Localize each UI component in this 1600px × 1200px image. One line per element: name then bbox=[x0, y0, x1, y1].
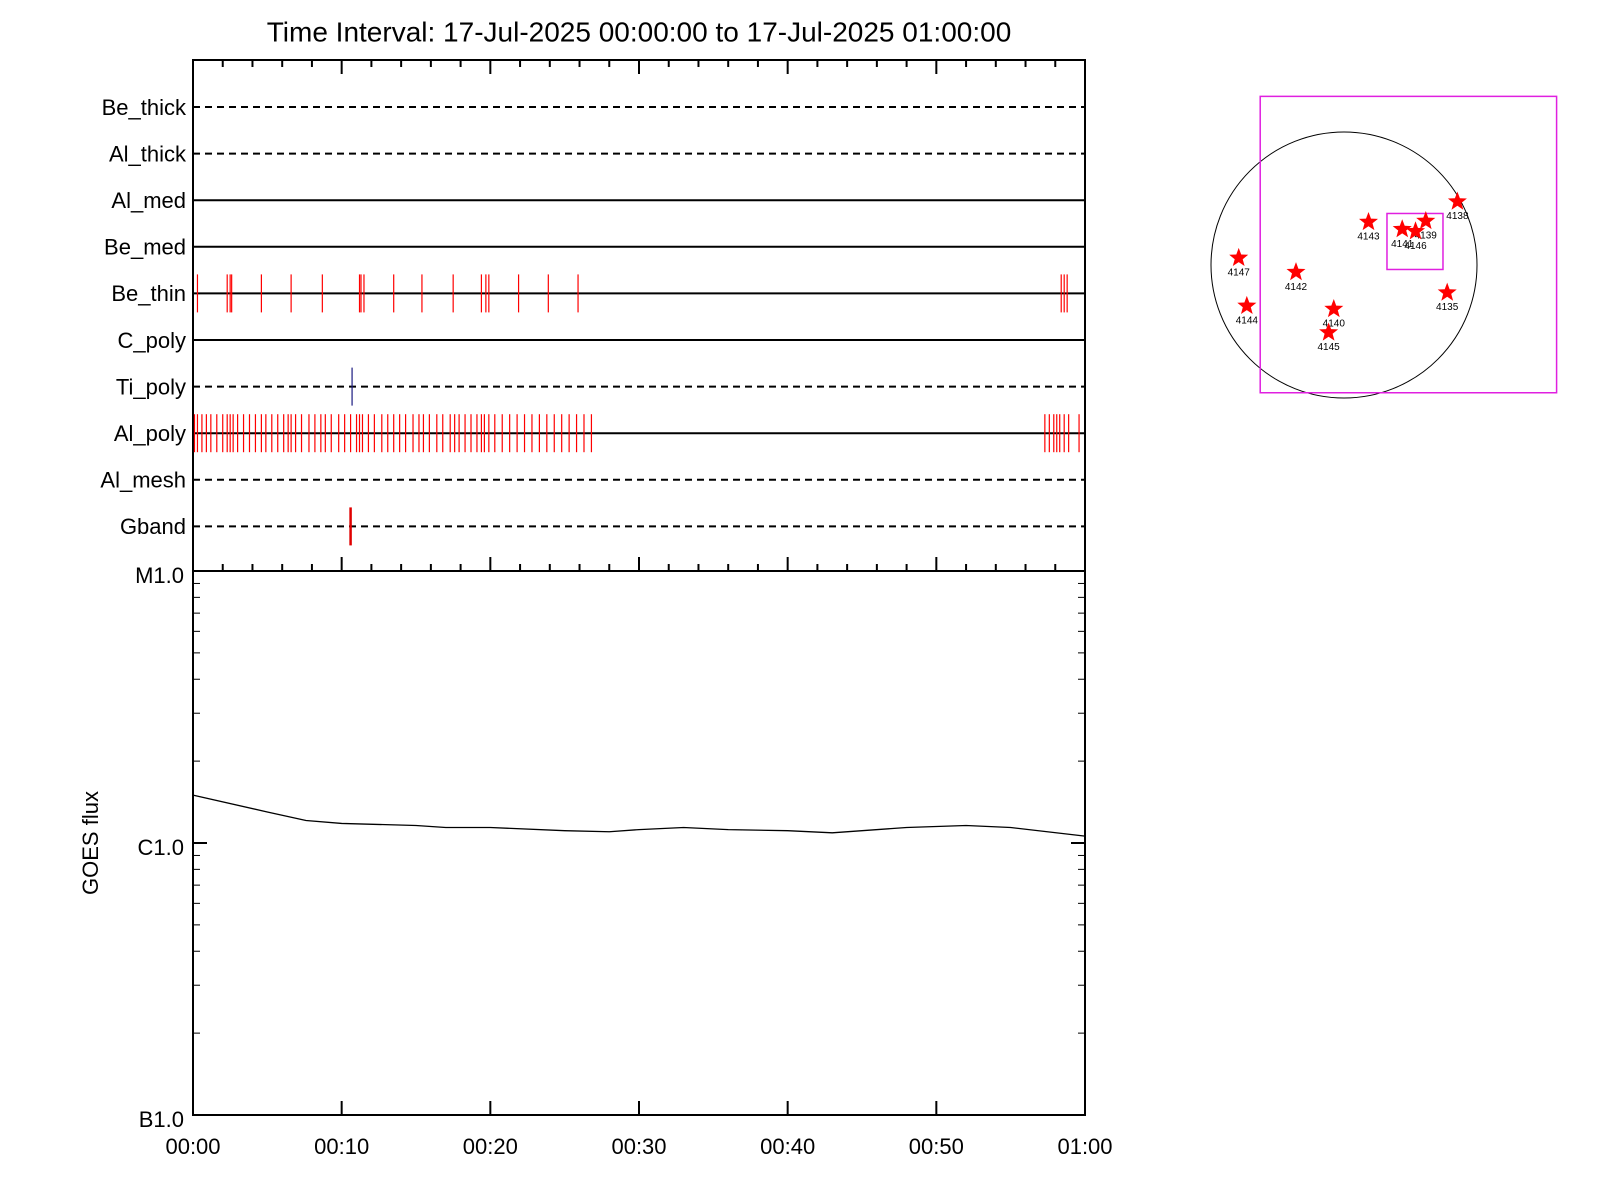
ar-label: 4139 bbox=[1415, 231, 1438, 242]
row-label: Be_med bbox=[104, 235, 186, 260]
x-tick-label: 00:50 bbox=[909, 1134, 964, 1159]
row-label: Al_mesh bbox=[100, 468, 186, 493]
y-tick-label: M1.0 bbox=[135, 563, 184, 588]
ar-marker bbox=[1437, 282, 1457, 301]
ar-marker bbox=[1324, 299, 1344, 318]
x-tick-label: 00:40 bbox=[760, 1134, 815, 1159]
row-label: Be_thin bbox=[111, 281, 186, 306]
row-label: Al_poly bbox=[114, 421, 186, 446]
ar-label: 4147 bbox=[1228, 268, 1251, 279]
ar-marker bbox=[1447, 191, 1467, 210]
chart-title: Time Interval: 17-Jul-2025 00:00:00 to 1… bbox=[267, 16, 1012, 47]
ar-marker bbox=[1237, 295, 1257, 314]
row-label: Be_thick bbox=[102, 95, 187, 120]
goes-frame bbox=[192, 570, 1086, 1116]
row-label: Gband bbox=[120, 514, 186, 539]
solar-limb bbox=[1210, 131, 1478, 399]
ar-marker bbox=[1319, 322, 1339, 341]
row-label: Al_thick bbox=[109, 141, 187, 166]
timeline-frame bbox=[192, 59, 1086, 572]
ar-marker bbox=[1229, 247, 1249, 266]
ar-marker bbox=[1406, 221, 1426, 240]
ar-marker bbox=[1286, 262, 1306, 281]
y-tick-label: B1.0 bbox=[139, 1107, 184, 1132]
y-axis-title: GOES flux bbox=[78, 791, 103, 895]
y-tick-label: C1.0 bbox=[138, 835, 184, 860]
fov-box bbox=[1386, 212, 1444, 271]
ar-label: 4141 bbox=[1391, 239, 1414, 250]
ar-label: 4146 bbox=[1404, 241, 1427, 252]
x-tick-label: 01:00 bbox=[1057, 1134, 1112, 1159]
ar-label: 4144 bbox=[1236, 316, 1259, 327]
ar-label: 4145 bbox=[1317, 342, 1340, 353]
row-label: Al_med bbox=[111, 188, 186, 213]
ar-marker bbox=[1359, 212, 1378, 231]
row-label: Ti_poly bbox=[116, 374, 186, 399]
ar-label: 4143 bbox=[1357, 232, 1380, 243]
ar-label: 4140 bbox=[1323, 319, 1346, 330]
x-tick-label: 00:10 bbox=[314, 1134, 369, 1159]
row-label: C_poly bbox=[118, 328, 186, 353]
ar-label: 4135 bbox=[1436, 302, 1459, 313]
x-tick-label: 00:20 bbox=[463, 1134, 518, 1159]
ar-marker bbox=[1416, 211, 1436, 230]
ar-marker bbox=[1392, 219, 1412, 238]
fov-box bbox=[1259, 95, 1558, 394]
ar-label: 4142 bbox=[1285, 282, 1308, 293]
x-tick-label: 00:00 bbox=[165, 1134, 220, 1159]
ar-label: 4138 bbox=[1446, 211, 1469, 222]
goes-line bbox=[192, 794, 1086, 837]
x-tick-label: 00:30 bbox=[611, 1134, 666, 1159]
